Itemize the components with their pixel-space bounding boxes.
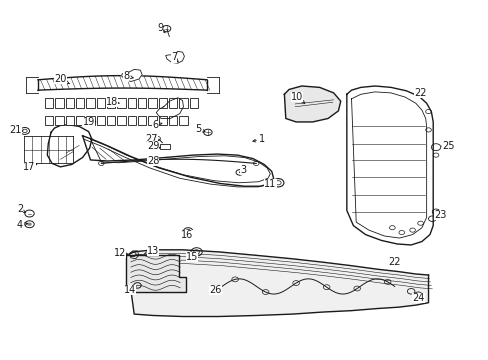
- FancyBboxPatch shape: [65, 98, 74, 108]
- Text: 10: 10: [290, 92, 304, 103]
- FancyBboxPatch shape: [55, 98, 63, 108]
- FancyBboxPatch shape: [168, 98, 177, 108]
- Polygon shape: [284, 86, 340, 122]
- Text: 13: 13: [143, 246, 159, 256]
- Text: 26: 26: [209, 285, 222, 295]
- FancyBboxPatch shape: [158, 98, 167, 108]
- FancyBboxPatch shape: [127, 116, 136, 125]
- Text: 24: 24: [411, 293, 424, 303]
- Text: 16: 16: [181, 230, 193, 240]
- Text: 4: 4: [17, 220, 28, 230]
- Polygon shape: [346, 86, 432, 245]
- Text: 27: 27: [145, 134, 158, 144]
- FancyBboxPatch shape: [45, 116, 53, 125]
- FancyBboxPatch shape: [158, 116, 167, 125]
- FancyBboxPatch shape: [97, 98, 105, 108]
- Text: 22: 22: [413, 88, 426, 98]
- FancyBboxPatch shape: [138, 116, 146, 125]
- FancyBboxPatch shape: [76, 98, 84, 108]
- FancyBboxPatch shape: [148, 98, 156, 108]
- FancyBboxPatch shape: [148, 116, 156, 125]
- FancyBboxPatch shape: [45, 98, 53, 108]
- FancyBboxPatch shape: [127, 98, 136, 108]
- Text: 2: 2: [17, 204, 26, 214]
- FancyBboxPatch shape: [86, 116, 95, 125]
- Text: 25: 25: [441, 141, 454, 151]
- FancyBboxPatch shape: [86, 98, 95, 108]
- Polygon shape: [156, 98, 183, 118]
- Polygon shape: [82, 136, 273, 186]
- Text: 23: 23: [434, 210, 446, 220]
- FancyBboxPatch shape: [65, 116, 74, 125]
- Text: 11: 11: [264, 179, 276, 189]
- Text: 1: 1: [252, 134, 265, 144]
- FancyBboxPatch shape: [160, 144, 170, 149]
- Text: 14: 14: [123, 285, 136, 295]
- Circle shape: [27, 222, 32, 226]
- Text: 18: 18: [106, 97, 119, 107]
- FancyBboxPatch shape: [117, 98, 125, 108]
- FancyBboxPatch shape: [76, 116, 84, 125]
- Polygon shape: [121, 69, 142, 81]
- Text: 22: 22: [387, 257, 400, 267]
- Text: 7: 7: [171, 52, 178, 62]
- Text: 17: 17: [23, 162, 37, 172]
- Text: 8: 8: [123, 71, 133, 81]
- Text: 9: 9: [157, 23, 165, 33]
- FancyBboxPatch shape: [189, 98, 198, 108]
- Text: 20: 20: [54, 74, 69, 84]
- Text: 6: 6: [152, 120, 162, 130]
- FancyBboxPatch shape: [97, 116, 105, 125]
- Polygon shape: [126, 255, 185, 292]
- Polygon shape: [126, 250, 427, 316]
- FancyBboxPatch shape: [117, 116, 125, 125]
- Text: 15: 15: [185, 252, 198, 262]
- Text: 21: 21: [9, 125, 23, 135]
- FancyBboxPatch shape: [107, 98, 115, 108]
- FancyBboxPatch shape: [179, 98, 187, 108]
- Text: 19: 19: [82, 117, 96, 127]
- FancyBboxPatch shape: [179, 116, 187, 125]
- Text: 12: 12: [114, 248, 127, 257]
- FancyBboxPatch shape: [168, 116, 177, 125]
- Text: 3: 3: [239, 165, 246, 175]
- Text: 29: 29: [146, 141, 160, 151]
- FancyBboxPatch shape: [55, 116, 63, 125]
- Text: 5: 5: [195, 124, 205, 134]
- Text: 28: 28: [146, 156, 159, 166]
- FancyBboxPatch shape: [138, 98, 146, 108]
- FancyBboxPatch shape: [107, 116, 115, 125]
